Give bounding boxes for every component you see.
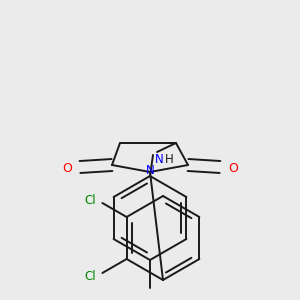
Text: O: O	[62, 161, 72, 175]
Text: H: H	[165, 153, 174, 166]
Text: Cl: Cl	[85, 194, 96, 208]
Text: Cl: Cl	[85, 271, 96, 284]
Text: O: O	[228, 161, 238, 175]
Text: N: N	[155, 153, 164, 166]
Text: N: N	[146, 164, 154, 177]
